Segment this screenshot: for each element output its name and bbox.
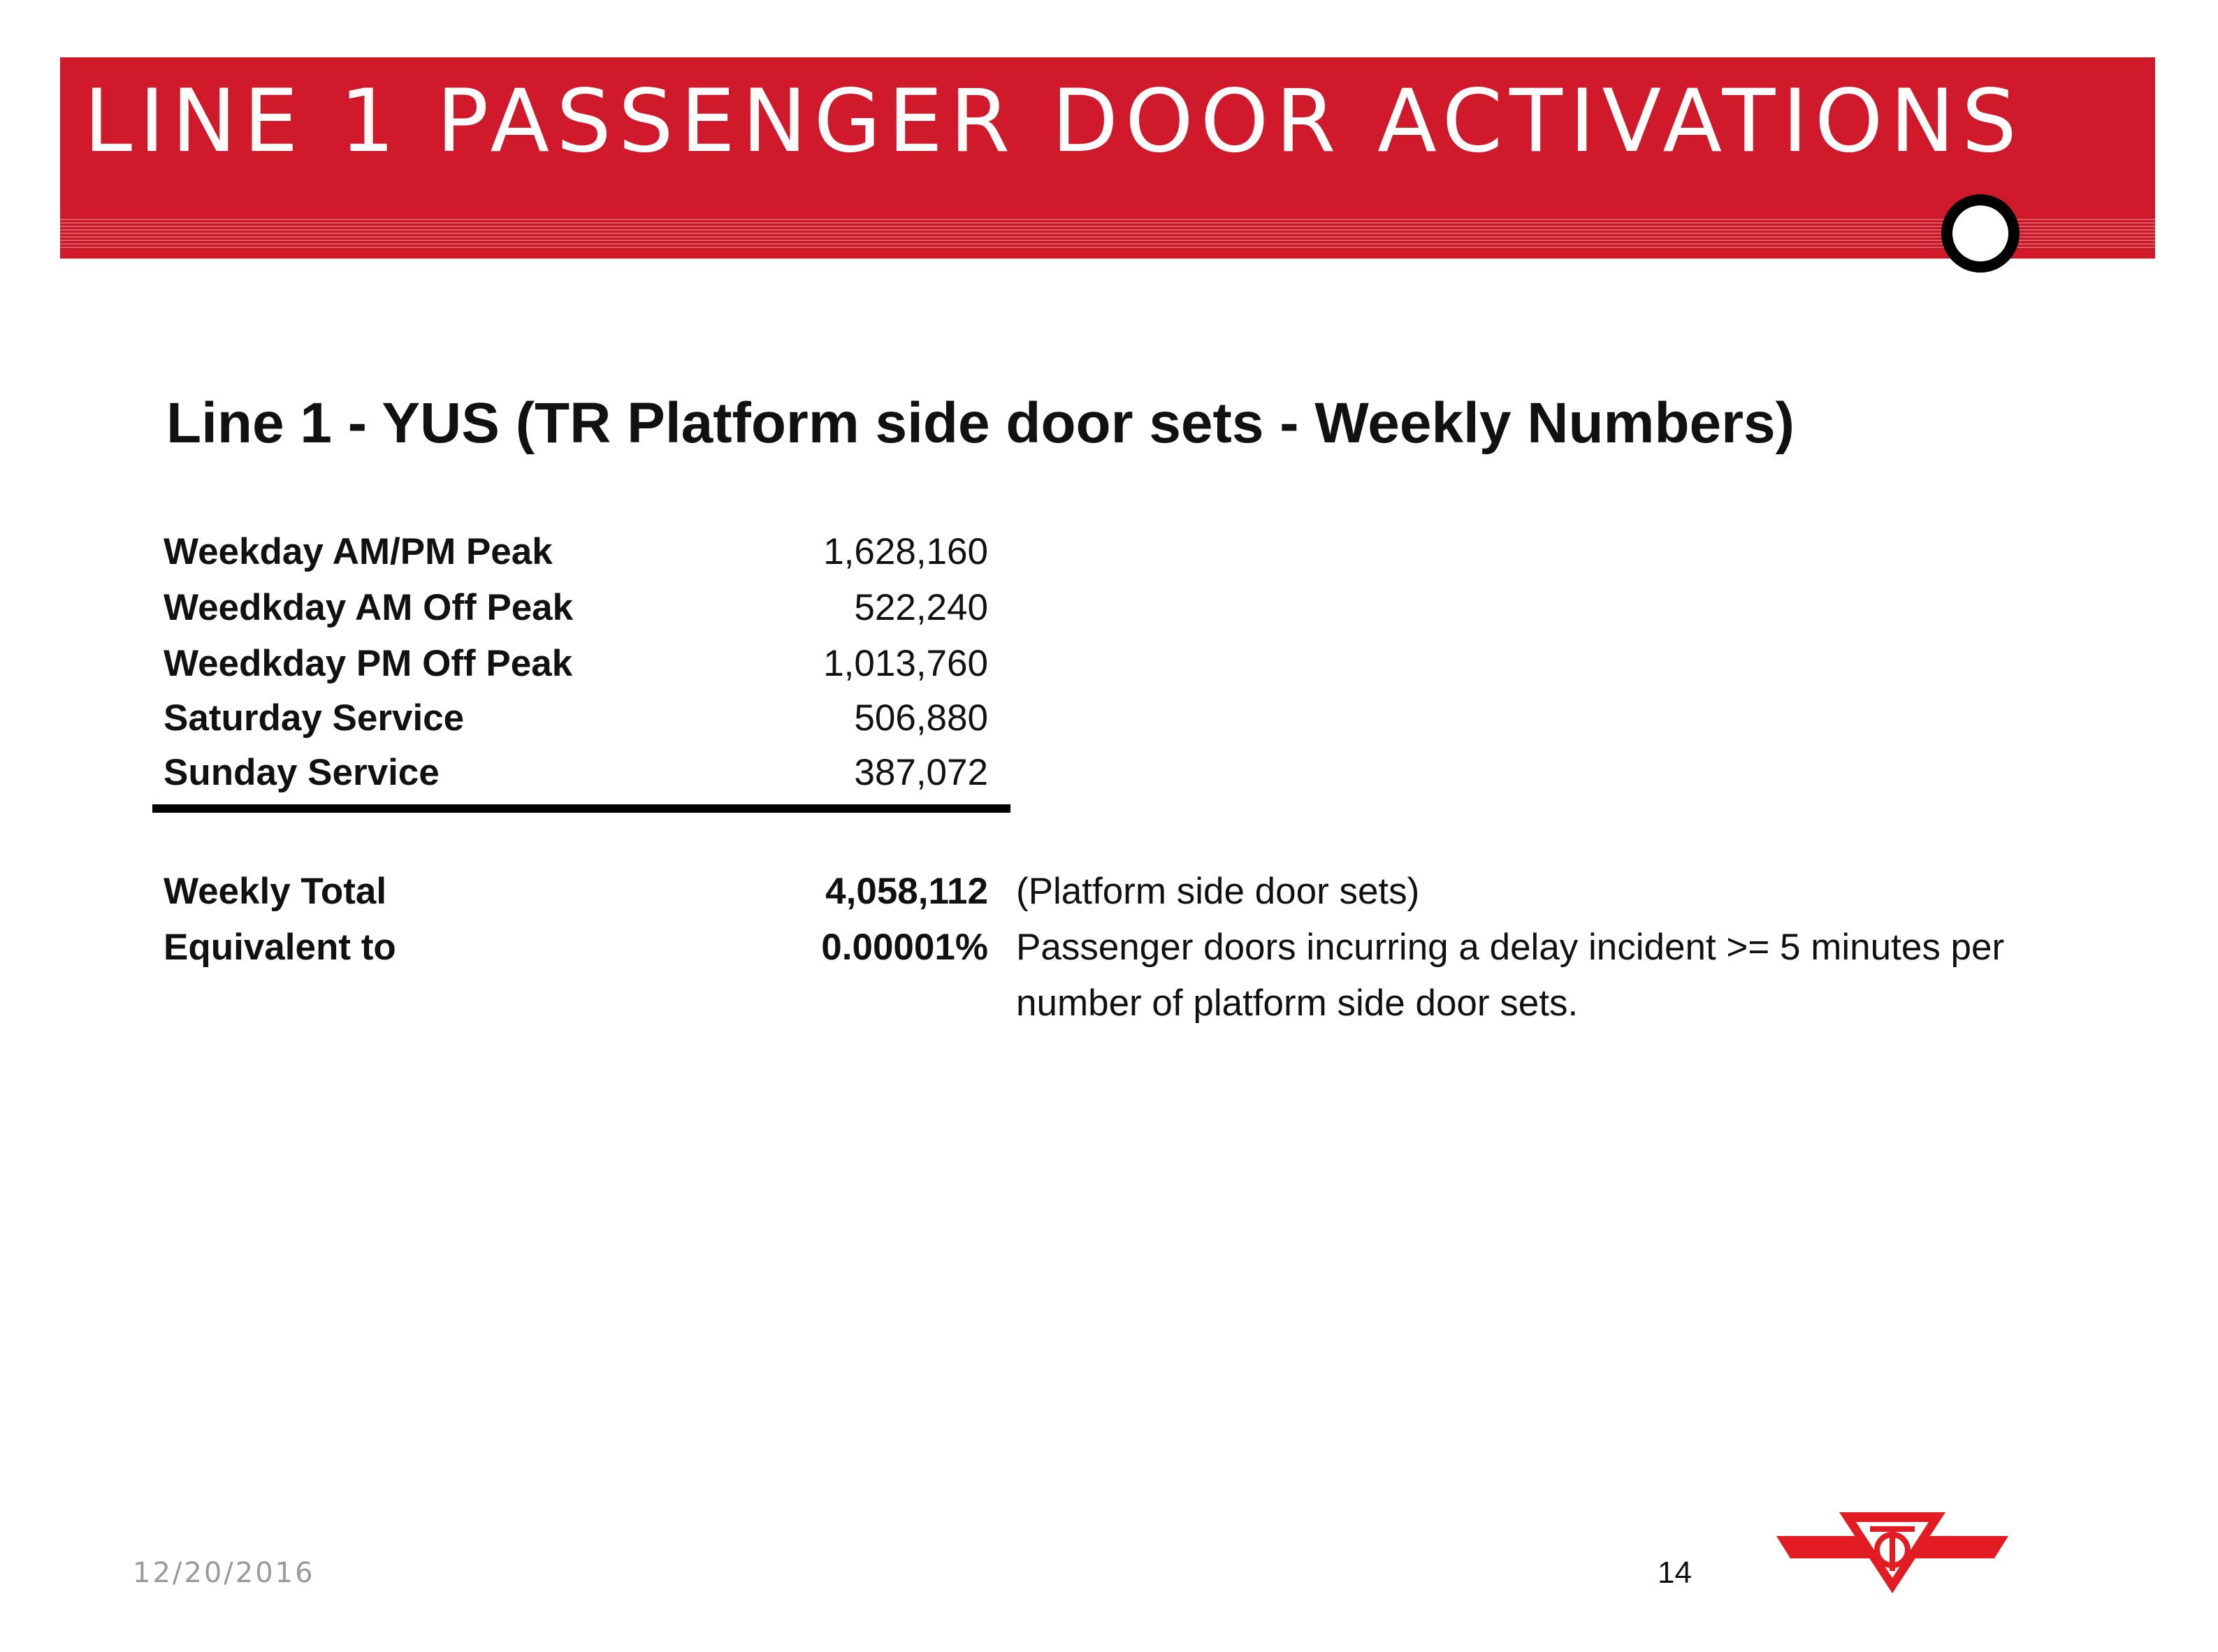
row-label: Weedkday PM Off Peak (164, 643, 573, 684)
table-row: Weedkday AM Off Peak 522,240 (164, 580, 988, 636)
row-value: 387,072 (854, 752, 988, 793)
table-row: Weekday AM/PM Peak 1,628,160 (164, 524, 988, 580)
title-banner: LINE 1 PASSENGER DOOR ACTIVATIONS (60, 57, 2155, 259)
row-label: Weekday AM/PM Peak (164, 531, 553, 572)
banner-stripe (60, 217, 2155, 250)
footer-date: 12/20/2016 (133, 1557, 315, 1589)
row-label: Sunday Service (164, 752, 440, 793)
equivalent-row: Equivalent to 0.00001% (164, 920, 988, 976)
total-note: (Platform side door sets) (1016, 871, 1420, 912)
equivalent-note-line-1: Passenger doors incurring a delay incide… (1016, 927, 2005, 968)
equivalent-note-line-2: number of platform side door sets. (1016, 983, 1579, 1024)
row-label: Saturday Service (164, 697, 465, 739)
equivalent-label: Equivalent to (164, 927, 396, 968)
section-subtitle: Line 1 - YUS (TR Platform side door sets… (166, 391, 1795, 455)
total-divider (152, 804, 1010, 813)
row-value: 1,013,760 (823, 643, 988, 684)
total-row: Weekly Total 4,058,112 (164, 864, 988, 920)
table-row: Saturday Service 506,880 (164, 690, 988, 746)
page-title: LINE 1 PASSENGER DOOR ACTIVATIONS (84, 71, 2024, 172)
page-number: 14 (1658, 1556, 1692, 1590)
row-value: 1,628,160 (823, 531, 988, 572)
total-value: 4,058,112 (825, 871, 988, 912)
row-label: Weedkday AM Off Peak (164, 587, 574, 628)
equivalent-value: 0.00001% (821, 927, 988, 968)
table-row: Weedkday PM Off Peak 1,013,760 (164, 636, 988, 692)
row-value: 522,240 (854, 587, 988, 628)
table-row: Sunday Service 387,072 (164, 745, 988, 801)
row-value: 506,880 (854, 697, 988, 739)
circle-icon (1941, 194, 2020, 273)
ttc-logo-icon (1776, 1512, 2008, 1593)
total-label: Weekly Total (164, 871, 387, 912)
